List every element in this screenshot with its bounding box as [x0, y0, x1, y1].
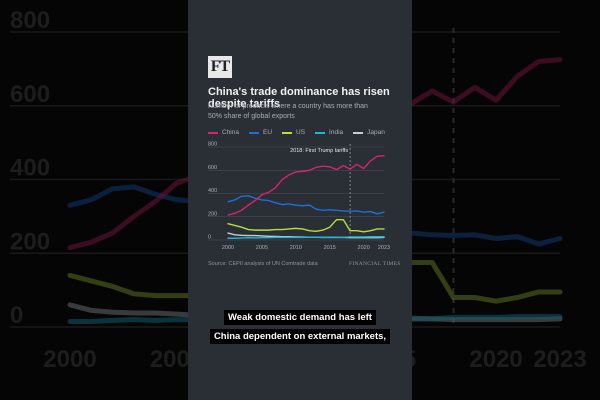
y-tick-label: 0	[208, 235, 211, 241]
legend-item-india: India	[315, 129, 343, 136]
y-tick-label: 400	[208, 188, 217, 194]
series-line-china	[227, 155, 385, 216]
caption-line-2: China dependent on external markets,	[209, 329, 391, 344]
legend-label-china: China	[222, 129, 239, 136]
x-tick-label: 2010	[290, 245, 302, 251]
series-line-us	[227, 218, 385, 233]
legend: China EU US India Japan	[208, 129, 385, 136]
y-tick-label: 800	[208, 142, 217, 148]
series-line-india	[227, 236, 385, 239]
chart-title: China's trade dominance has risen despit…	[208, 86, 390, 110]
x-tick-label: 2000	[222, 245, 234, 251]
legend-swatch-japan	[353, 131, 364, 134]
legend-swatch-india	[315, 131, 326, 134]
x-tick-label: 2005	[256, 245, 268, 251]
y-tick-label: 200	[208, 211, 217, 217]
y-tick-label: 600	[208, 165, 217, 171]
legend-label-india: India	[329, 129, 344, 136]
x-tick-label: 2020	[358, 245, 370, 251]
x-tick-label: 2015	[324, 245, 336, 251]
legend-label-us: US	[296, 129, 306, 136]
legend-label-eu: EU	[262, 129, 273, 136]
ft-logo: FT	[208, 56, 232, 78]
video-caption: Weak domestic demand has left China depe…	[188, 307, 412, 345]
legend-swatch-eu	[248, 131, 259, 134]
series-line-eu	[227, 195, 385, 215]
x-tick-label: 2023	[378, 245, 390, 251]
line-chart: 0 200 400 600 800 2000 2005 2010 2015 2020 2023 201…	[208, 142, 390, 251]
legend-swatch-china	[208, 131, 218, 134]
publisher-wordmark: FINANCIAL TIMES	[349, 261, 401, 267]
legend-item-japan: Japan	[353, 129, 385, 136]
source-note: Source: CEPII analysis of UN Comtrade da…	[208, 261, 318, 267]
annotation-label: 2018: First Trump tariffs	[290, 148, 348, 154]
legend-item-china: China	[208, 129, 239, 136]
chart-subtitle: Number of products where a country has m…	[208, 103, 368, 120]
legend-swatch-us	[282, 131, 293, 134]
legend-item-eu: EU	[248, 129, 273, 136]
caption-line-1: Weak domestic demand has left	[224, 310, 376, 325]
legend-label-japan: Japan	[367, 129, 385, 136]
legend-item-us: US	[282, 129, 305, 136]
